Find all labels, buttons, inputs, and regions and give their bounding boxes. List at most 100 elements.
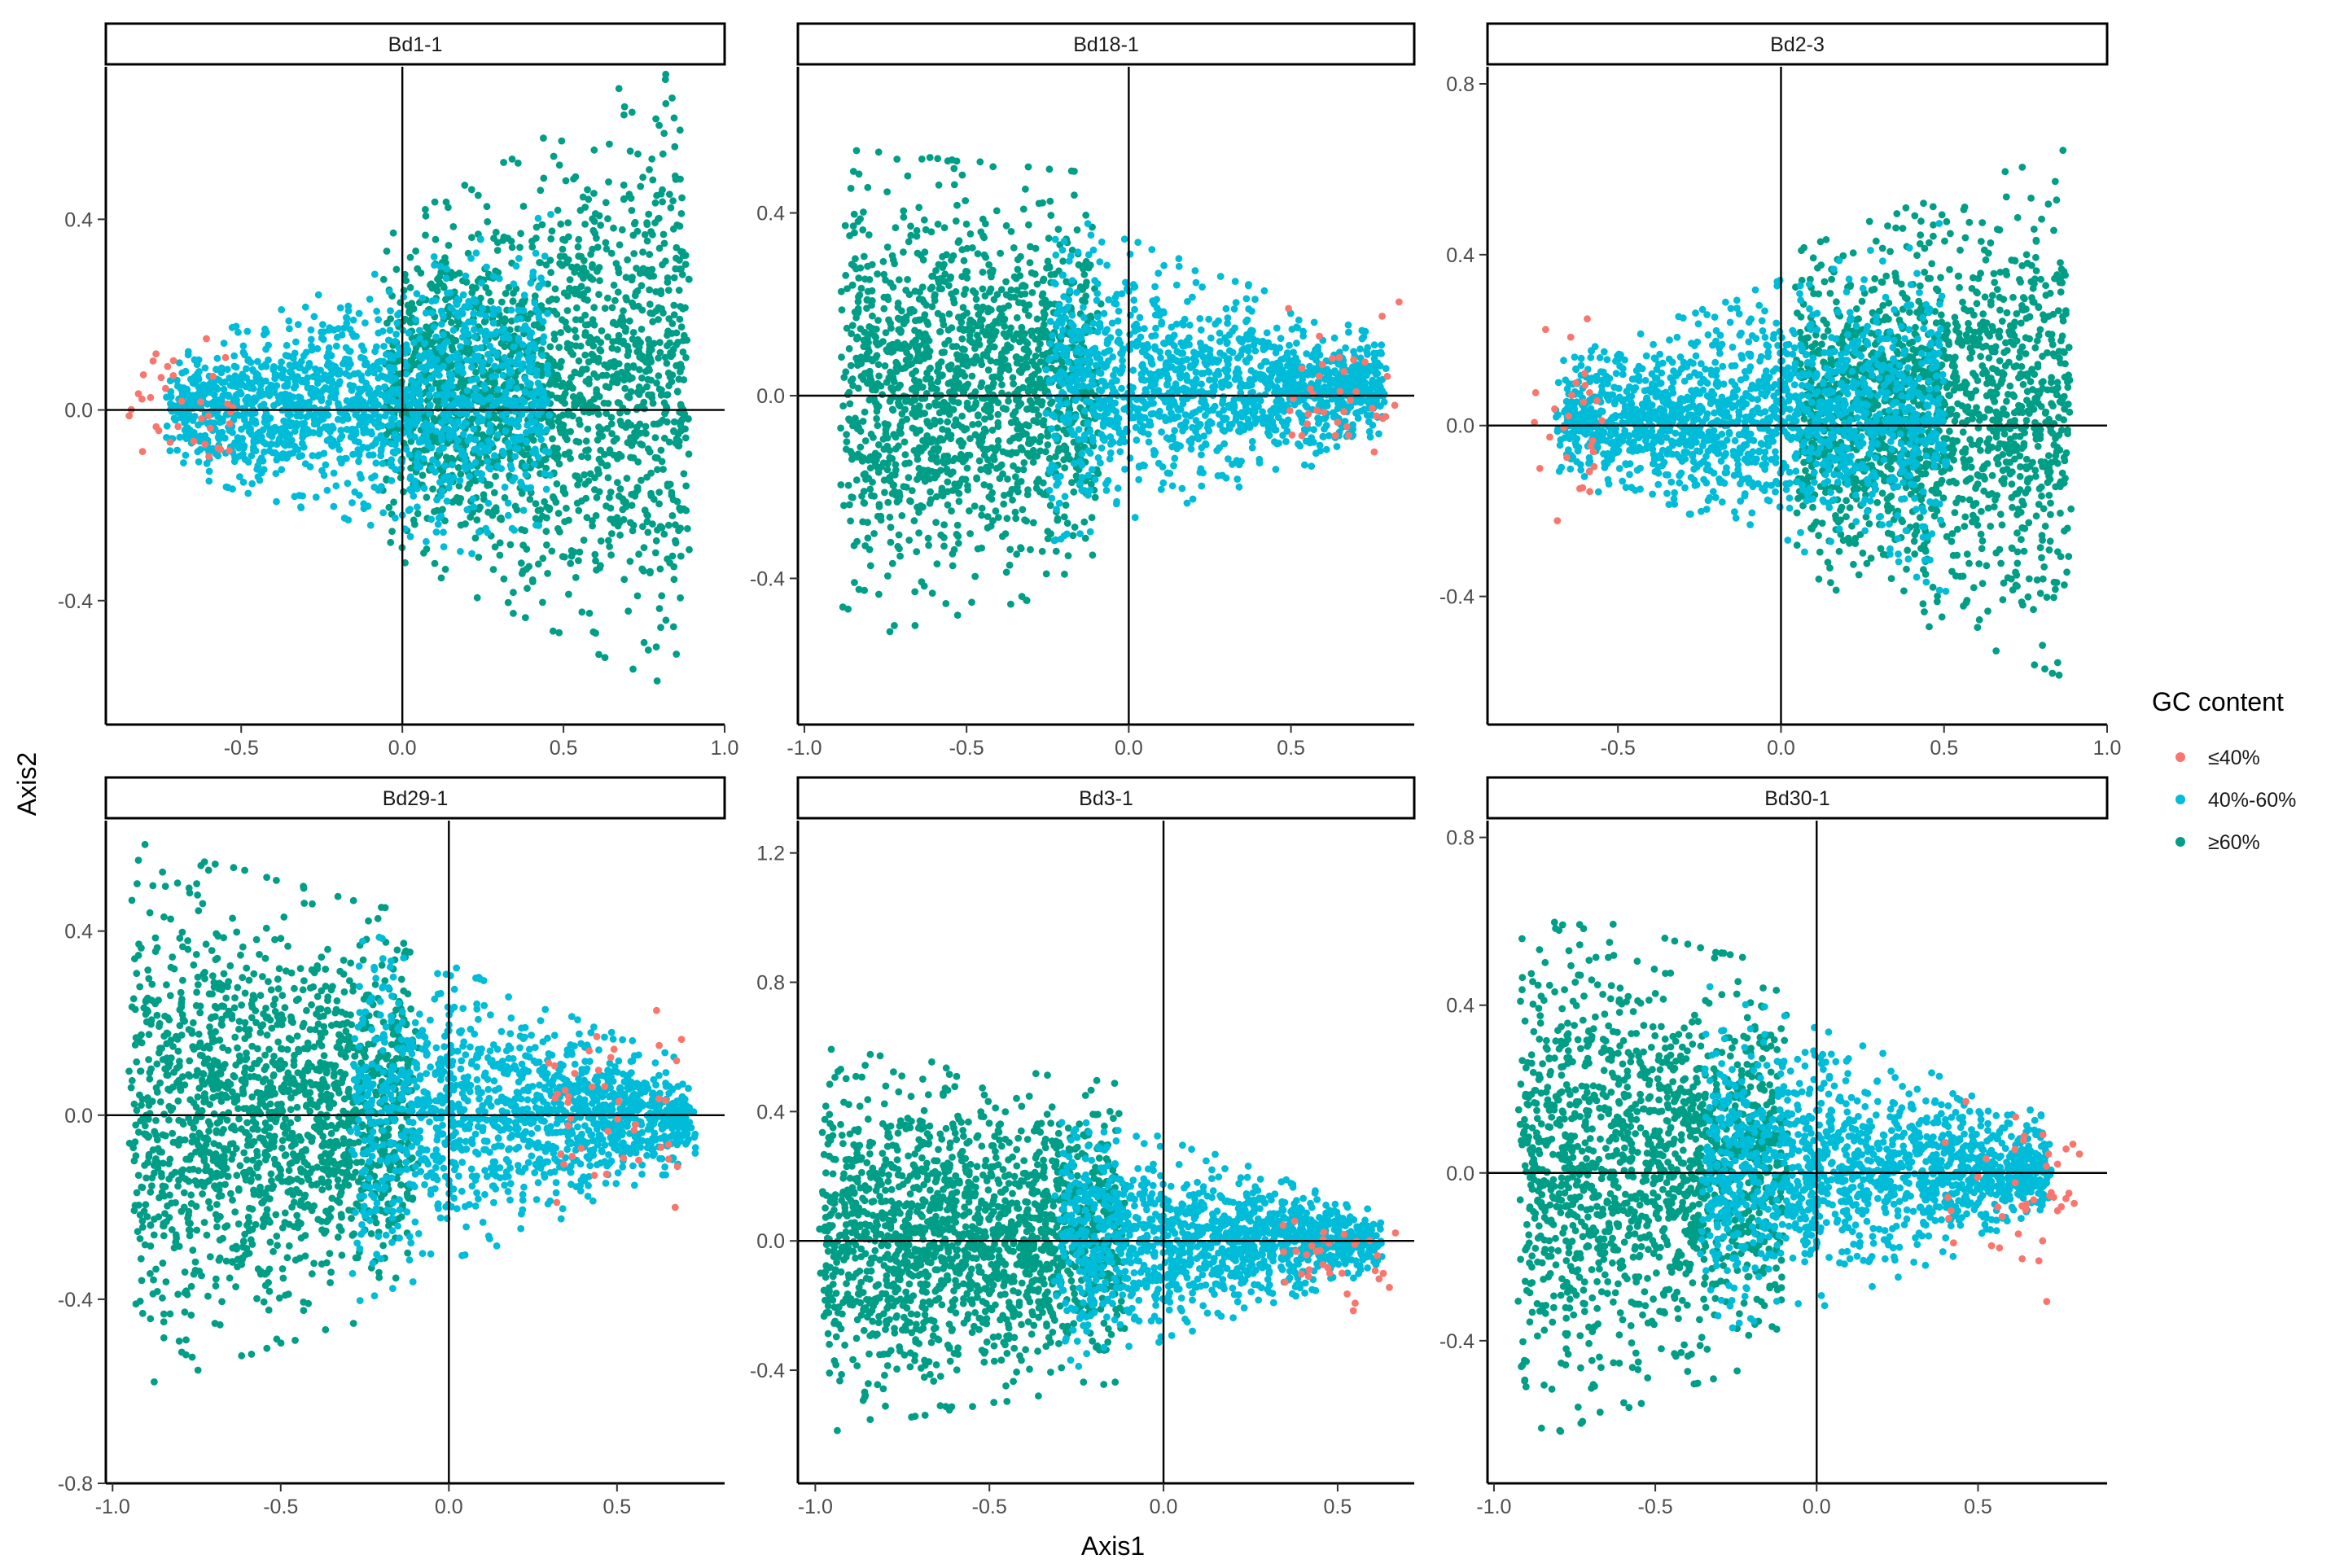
x-tick-label: -0.5 (224, 737, 259, 760)
data-point (468, 363, 475, 371)
data-point (554, 206, 562, 214)
data-point (439, 506, 446, 514)
data-point (657, 446, 665, 454)
data-point (1033, 280, 1041, 288)
data-point (623, 475, 631, 482)
data-point (944, 478, 952, 486)
data-point (955, 480, 963, 488)
data-point (606, 543, 613, 550)
data-point (1029, 405, 1037, 414)
data-point (138, 395, 146, 403)
data-point (646, 309, 655, 317)
data-point (189, 392, 196, 400)
data-point (682, 353, 690, 361)
data-point (330, 469, 338, 477)
data-point (918, 446, 926, 453)
data-point (307, 326, 315, 334)
data-point (865, 276, 874, 283)
data-point (847, 377, 855, 385)
data-point (591, 486, 598, 493)
data-point (1006, 561, 1014, 569)
data-point (962, 425, 971, 432)
data-point (883, 434, 892, 442)
data-point (953, 157, 961, 165)
data-point (647, 469, 655, 477)
data-point (166, 438, 174, 446)
data-point (215, 376, 223, 384)
data-point (598, 371, 607, 379)
data-point (989, 266, 997, 274)
data-point (628, 207, 636, 214)
data-point (440, 543, 448, 550)
data-point (627, 453, 634, 462)
data-point (947, 379, 955, 386)
data-point (432, 391, 440, 399)
data-point (1029, 519, 1037, 527)
data-point (550, 331, 559, 338)
data-point (972, 296, 980, 303)
data-point (997, 249, 1004, 257)
data-point (457, 548, 464, 555)
data-point (546, 411, 553, 419)
data-point (613, 379, 621, 387)
data-point (384, 336, 392, 344)
data-point (916, 427, 924, 434)
data-point (844, 481, 852, 489)
data-point (332, 342, 340, 350)
data-point (563, 292, 572, 300)
data-point (280, 417, 287, 425)
data-point (907, 222, 914, 230)
data-point (852, 476, 861, 484)
data-point (1007, 228, 1015, 235)
data-point (875, 372, 883, 380)
data-point (493, 462, 502, 470)
data-point (677, 401, 685, 409)
data-point (639, 173, 646, 182)
data-point (915, 508, 922, 516)
data-point (884, 498, 892, 506)
data-point (924, 466, 932, 474)
data-point (355, 309, 363, 318)
data-point (607, 414, 616, 421)
data-point (589, 342, 598, 350)
data-point (326, 435, 335, 443)
data-point (291, 442, 299, 450)
data-point (371, 420, 379, 427)
data-point (1009, 496, 1016, 504)
data-point (869, 325, 876, 332)
data-point (997, 312, 1005, 320)
data-point (656, 565, 664, 573)
data-point (418, 294, 427, 302)
data-point (876, 339, 884, 348)
data-point (869, 312, 876, 320)
data-point (371, 348, 379, 355)
data-point (402, 370, 410, 378)
data-point (461, 322, 468, 330)
data-point (610, 224, 617, 232)
data-point (585, 609, 594, 617)
data-point (532, 223, 541, 231)
data-point (406, 506, 414, 513)
data-point (349, 316, 357, 324)
data-point (323, 486, 331, 494)
y-tick-label: 0.0 (64, 400, 93, 423)
data-point (422, 378, 430, 386)
data-point (1000, 492, 1008, 499)
data-point (195, 458, 203, 466)
data-point (1032, 353, 1040, 360)
data-point (213, 366, 220, 374)
data-point (673, 329, 681, 337)
data-point (662, 70, 670, 78)
data-point (857, 284, 865, 292)
data-point (517, 478, 525, 486)
data-point (664, 480, 672, 488)
data-point (485, 427, 493, 436)
data-point (666, 191, 673, 199)
data-point (896, 422, 905, 429)
data-point (864, 369, 871, 377)
data-point (549, 493, 557, 501)
data-point (532, 500, 540, 508)
data-point (1082, 211, 1090, 219)
data-point (665, 382, 673, 390)
data-point (953, 201, 961, 209)
